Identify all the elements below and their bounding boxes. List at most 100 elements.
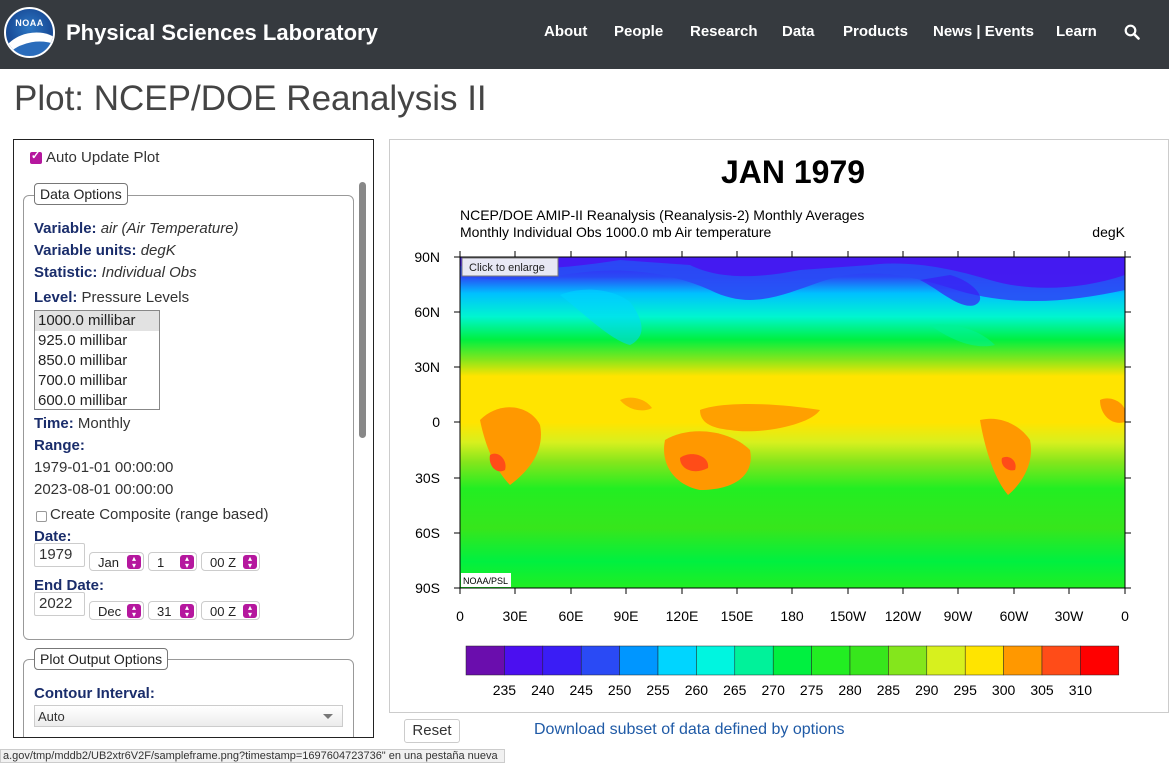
level-option-925[interactable]: 925.0 millibar (38, 332, 128, 349)
plot-output-legend: Plot Output Options (34, 648, 169, 670)
nav-data[interactable]: Data (782, 23, 815, 40)
colorbar-label: 305 (1030, 682, 1054, 698)
colorbar-label: 260 (685, 682, 709, 698)
variable-key: Variable: (34, 220, 97, 237)
lon-label: 150W (830, 608, 867, 624)
nav-learn[interactable]: Learn (1056, 23, 1097, 40)
plot-image[interactable]: JAN 1979 NCEP/DOE AMIP-II Reanalysis (Re… (390, 140, 1169, 713)
contour-value: Auto (38, 709, 65, 724)
colorbar-swatch (542, 645, 582, 676)
auto-update-checkbox[interactable] (30, 149, 42, 164)
search-icon[interactable] (1124, 24, 1140, 40)
colorbar-swatch (772, 645, 812, 676)
lat-label: 90S (415, 580, 440, 596)
time-row: Time: Monthly (34, 415, 130, 432)
units-key: Variable units: (34, 242, 137, 259)
colorbar-label: 235 (493, 682, 517, 698)
lon-label: 0 (456, 608, 464, 624)
enlarge-label[interactable]: Click to enlarge (469, 262, 545, 274)
start-day-value: 1 (157, 555, 165, 570)
colorbar-label: 285 (877, 682, 901, 698)
colorbar-swatch (1041, 645, 1081, 676)
noaa-logo[interactable]: NOAA (4, 7, 55, 58)
end-hour-select[interactable]: 00 Z ▴ ▾ (201, 601, 260, 620)
end-day-value: 31 (157, 604, 172, 619)
date-row: Date: (34, 528, 72, 545)
lon-label: 180 (780, 608, 804, 624)
nav-people[interactable]: People (614, 23, 664, 40)
logo-text: NOAA (15, 18, 44, 28)
end-year-input[interactable]: 2022 (34, 592, 85, 616)
plot-axes (454, 251, 1131, 594)
lon-label: 90W (944, 608, 974, 624)
page-title: Plot: NCEP/DOE Reanalysis II (14, 79, 487, 118)
end-month-value: Dec (98, 604, 122, 619)
colorbar-label: 240 (531, 682, 555, 698)
colorbar-swatch (811, 645, 851, 676)
download-subset-link[interactable]: Download subset of data defined by optio… (534, 721, 845, 738)
end-day-select[interactable]: 31 ▴ ▾ (148, 601, 197, 620)
level-option-1000[interactable]: 1000.0 millibar (35, 311, 159, 331)
nav-products[interactable]: Products (843, 23, 909, 40)
plot-subtitle-2: Monthly Individual Obs 1000.0 mb Air tem… (460, 224, 771, 240)
level-option-850[interactable]: 850.0 millibar (38, 352, 128, 369)
plot-output-fieldset (23, 659, 354, 737)
lat-label: 90N (414, 249, 440, 265)
start-month-select[interactable]: Jan ▴ ▾ (89, 552, 144, 571)
colorbar-swatch (1080, 645, 1120, 676)
colorbar-label: 250 (608, 682, 632, 698)
plot-units: degK (1092, 224, 1125, 240)
lat-label: 60S (415, 525, 440, 541)
end-date-key: End Date: (34, 577, 105, 594)
colorbar-swatch (696, 645, 736, 676)
lon-label: 120W (885, 608, 922, 624)
colorbar-swatch (888, 645, 928, 676)
level-key: Level: (34, 289, 78, 306)
level-option-700[interactable]: 700.0 millibar (38, 372, 128, 389)
start-hour-value: 00 Z (210, 555, 237, 570)
updown-arrows-icon: ▴ ▾ (127, 555, 141, 570)
level-value: Pressure Levels (81, 289, 190, 306)
start-day-select[interactable]: 1 ▴ ▾ (148, 552, 197, 571)
nav-research[interactable]: Research (690, 23, 758, 40)
colorbar-label: 245 (570, 682, 594, 698)
colorbar-swatch (926, 645, 966, 676)
contour-interval-select[interactable]: Auto (34, 705, 343, 727)
panel-scrollbar-thumb[interactable] (359, 182, 366, 438)
level-listbox[interactable]: 1000.0 millibar 925.0 millibar 850.0 mil… (34, 310, 160, 410)
colorbar-swatch (964, 645, 1004, 676)
units-value: degK (140, 242, 176, 259)
time-value: Monthly (77, 415, 131, 432)
end-month-select[interactable]: Dec ▴ ▾ (89, 601, 144, 620)
nav-about[interactable]: About (544, 23, 588, 40)
chevron-down-icon (323, 714, 333, 719)
reset-button[interactable]: Reset (404, 719, 460, 743)
colorbar-swatch (734, 645, 774, 676)
colorbar-swatch (657, 645, 697, 676)
composite-checkbox[interactable] (36, 511, 47, 522)
composite-label: Create Composite (range based) (50, 506, 269, 523)
lat-label: 60N (414, 304, 440, 320)
nav-news-events[interactable]: News | Events (933, 23, 1034, 40)
lon-label: 0 (1121, 608, 1129, 624)
options-panel: Auto Update Plot Data Options Variable: … (13, 139, 374, 738)
start-hour-select[interactable]: 00 Z ▴ ▾ (201, 552, 260, 571)
statistic-row: Statistic: Individual Obs (34, 264, 197, 281)
range-start: 1979-01-01 00:00:00 (34, 459, 174, 476)
updown-arrows-icon: ▴ ▾ (243, 604, 257, 619)
plot-main-title: JAN 1979 (721, 154, 865, 190)
level-option-600[interactable]: 600.0 millibar (38, 392, 128, 409)
range-key: Range: (34, 437, 85, 454)
auto-update-label: Auto Update Plot (46, 149, 160, 166)
statistic-value: Individual Obs (101, 264, 197, 281)
lon-label: 30W (1055, 608, 1085, 624)
data-options-legend: Data Options (34, 183, 128, 205)
colorbar-label: 280 (838, 682, 862, 698)
colorbar-swatch (849, 645, 889, 676)
updown-arrows-icon: ▴ ▾ (180, 555, 194, 570)
plot-frame[interactable]: JAN 1979 NCEP/DOE AMIP-II Reanalysis (Re… (389, 139, 1169, 713)
site-title[interactable]: Physical Sciences Laboratory (66, 20, 378, 45)
start-year-input[interactable]: 1979 (34, 543, 85, 567)
time-key: Time: (34, 415, 74, 432)
enlarge-badge[interactable] (461, 257, 559, 277)
